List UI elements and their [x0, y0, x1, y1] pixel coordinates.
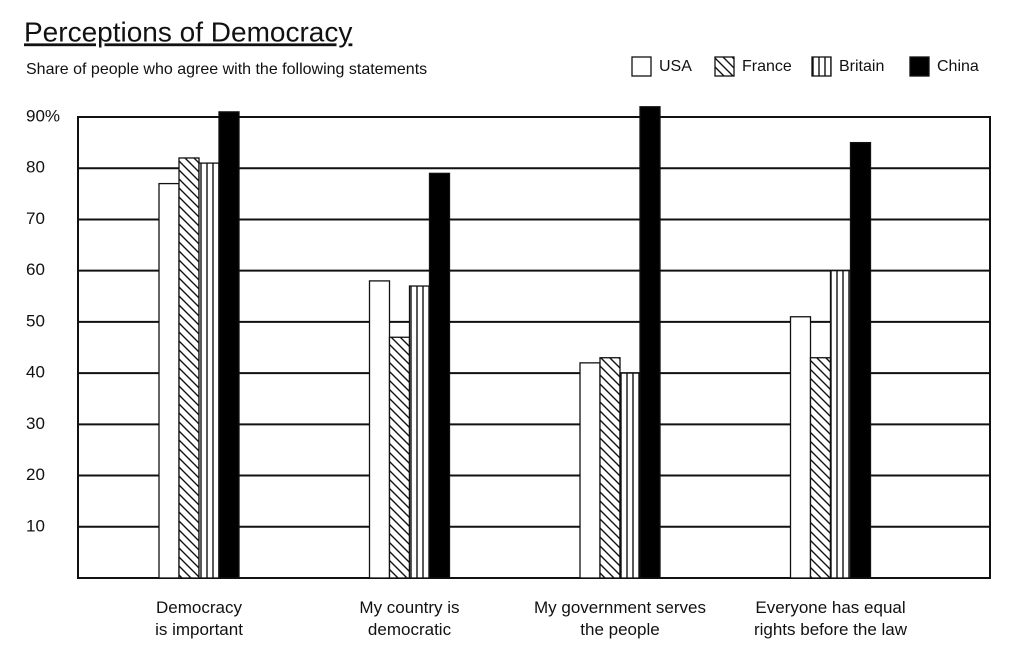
bar	[849, 141, 872, 579]
bar	[428, 172, 451, 579]
chart-title: Perceptions of Democracy	[24, 16, 352, 47]
bar	[619, 372, 641, 579]
legend-label: France	[742, 58, 792, 75]
bar	[789, 316, 812, 579]
bar	[388, 336, 411, 579]
y-tick-label: 60	[26, 260, 45, 279]
plot-frame	[77, 116, 991, 579]
bar	[639, 106, 661, 579]
y-tick-label: 10	[26, 516, 45, 535]
y-tick-label: 40	[26, 363, 45, 382]
bar	[368, 280, 391, 579]
legend-label: Britain	[839, 58, 884, 75]
y-tick-label: 70	[26, 209, 45, 228]
legend-label: China	[937, 58, 979, 75]
legend-swatch	[811, 56, 832, 77]
y-tick-label: 90%	[26, 106, 60, 125]
legend-swatch	[909, 56, 930, 77]
x-tick-label: Everyone has equal rights before the law	[753, 598, 908, 639]
bar	[599, 357, 621, 579]
bar	[218, 111, 240, 579]
y-tick-label: 20	[26, 465, 45, 484]
chart-subtitle: Share of people who agree with the follo…	[26, 61, 427, 78]
x-tick-label: My government serves the people	[534, 598, 706, 639]
bar	[809, 357, 832, 579]
bar	[829, 270, 852, 579]
legend-label: USA	[659, 58, 692, 75]
x-tick-label: Democracy is important	[155, 598, 243, 639]
legend-swatch	[714, 56, 735, 77]
x-tick-label: My country is democratic	[359, 598, 460, 639]
y-tick-label: 80	[26, 158, 45, 177]
bar	[198, 162, 220, 579]
bar	[158, 182, 180, 579]
legend-swatch	[631, 56, 652, 77]
bar	[579, 362, 601, 579]
y-tick-label: 30	[26, 414, 45, 433]
y-tick-label: 50	[26, 311, 45, 330]
bar	[408, 285, 431, 579]
bar	[178, 157, 200, 579]
